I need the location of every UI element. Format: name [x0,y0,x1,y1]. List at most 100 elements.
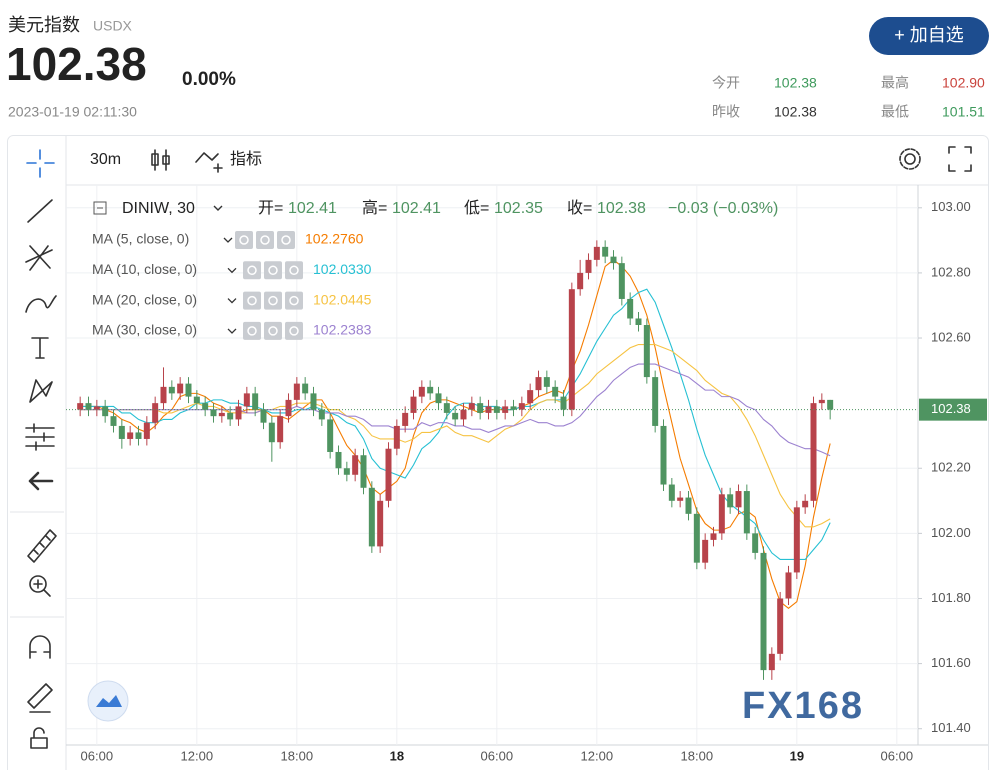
stat-value: 102.38 [774,75,817,91]
unlock-tool[interactable] [30,727,48,749]
legend-button[interactable] [243,321,261,340]
legend-button[interactable] [285,321,303,340]
measure-tool[interactable] [25,423,55,451]
legend-button-glyph [268,295,278,306]
candle-body [352,455,359,475]
candle-body [602,246,609,257]
fork-tool[interactable] [25,245,53,271]
candle-body [618,263,625,299]
x-tick-label: 18:00 [681,748,714,763]
plot [66,240,918,680]
ohlc-key: 开= [258,200,283,217]
button-bg[interactable] [869,17,989,55]
interval[interactable]: 30m [90,151,121,168]
candle-body [185,383,192,397]
hide-tool[interactable] [28,471,54,491]
y-tick-label: 102.00 [931,525,971,540]
legend-button[interactable] [264,321,282,340]
stat-value: 101.51 [942,104,985,120]
candle-body [735,491,742,508]
candle-body [635,318,642,325]
stat-value: 102.38 [774,104,817,120]
candle-body [335,451,342,469]
magnet-tool[interactable] [29,635,51,659]
legend-button[interactable] [264,291,282,310]
price-tag [919,398,987,421]
x-tick-label: 06:00 [481,748,514,763]
stat-value: 102.90 [942,75,985,91]
brush-tool[interactable] [25,295,57,313]
legend-button[interactable] [243,291,261,310]
pattern-tool[interactable] [29,379,53,403]
legend-value: 102.2760 [305,231,364,247]
watchlist-button[interactable]: + 加自选 [869,17,989,55]
collapse-icon[interactable] [93,201,107,215]
chevron [227,298,237,304]
candle-body [143,422,150,439]
candle-body [310,393,317,410]
line-tool[interactable] [27,199,53,223]
legend-button-glyph [268,326,278,336]
candle-body [227,412,234,420]
y-tick-label: 101.60 [931,655,971,670]
settings-icon-ring[interactable] [899,148,921,170]
legend-button[interactable] [256,231,274,249]
candle-body [785,572,792,599]
legend-button[interactable] [285,291,303,310]
candle-body [327,419,334,452]
candle-body [343,468,350,475]
x-tick-label: 12:00 [181,748,214,763]
logo-badge[interactable] [87,680,129,722]
indicators[interactable]: 指标 [230,150,262,168]
legend-name: MA (10, close, 0) [92,261,197,277]
chevron [213,205,223,211]
stat-label: 最高 [881,75,909,91]
candle-body [768,653,775,671]
ohlc-value: 102.41 [288,200,337,217]
legend-button-glyph [260,235,270,245]
candle-body [818,399,825,404]
fullscreen-icon[interactable] [948,146,972,172]
legend-button[interactable] [243,261,261,280]
crosshair-tool[interactable] [26,149,55,178]
title: 美元指数 [8,15,80,35]
candle-body [760,552,767,671]
axes: 103.00 102.80 102.60 102.20 102.00 101.80 101.… [81,199,987,763]
text-tool[interactable] [31,337,49,359]
lock-draw-tool[interactable] [27,683,53,713]
candle-body [452,412,459,420]
candle-body [202,403,209,410]
settings-icon[interactable] [904,153,916,165]
candle-body [485,406,492,413]
candle-body [510,406,517,410]
button-label[interactable]: + 加自选 [894,25,964,45]
candle-body [810,403,817,501]
legend-button[interactable] [277,231,295,249]
legend-button[interactable] [285,261,303,280]
candle-body [827,399,834,410]
zoom-tool[interactable] [29,575,47,593]
candle-body [677,497,684,501]
candle-body [460,409,467,420]
indicator-icon[interactable] [195,152,223,173]
candle-body [610,256,617,264]
candle-body [110,416,117,426]
candle-body [802,500,809,508]
legend-button[interactable] [235,231,253,249]
candle-body [593,246,600,260]
candle-body [77,403,84,410]
stat-label: 今开 [712,75,740,91]
ruler-tool[interactable] [27,529,57,563]
legend-name: MA (5, close, 0) [92,231,189,247]
chart-style-icon[interactable] [151,149,170,171]
candle-body [702,539,709,563]
candle-body [360,455,367,488]
x-tick-label: 12:00 [581,748,614,763]
legend-button[interactable] [264,261,282,280]
candle-body [435,393,442,404]
candle-body [793,507,800,573]
candle-body [218,412,225,417]
candle-body [402,412,409,426]
legend-button-glyph [289,326,299,336]
